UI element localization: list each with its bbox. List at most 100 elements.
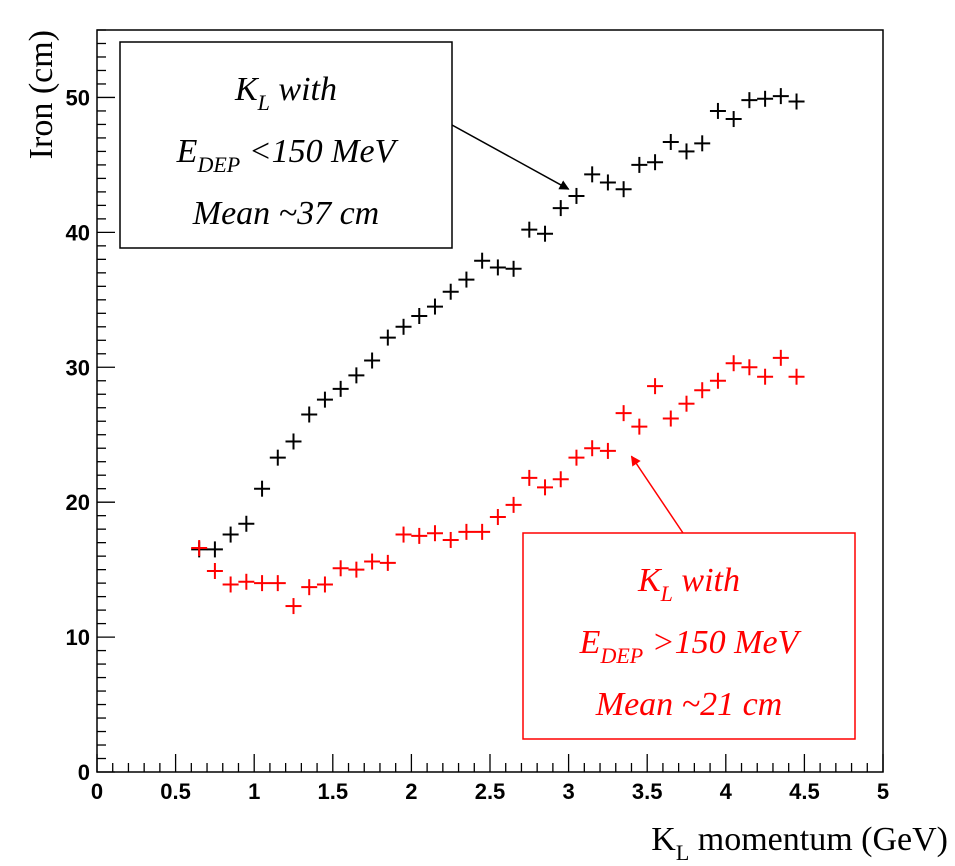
y-tick-label: 30	[66, 355, 90, 380]
y-tick-label: 20	[66, 490, 90, 515]
data-point	[426, 525, 443, 542]
data-point	[238, 515, 255, 532]
data-point	[615, 181, 632, 198]
data-point	[458, 523, 475, 540]
data-point	[741, 359, 758, 376]
data-point	[757, 90, 774, 107]
data-point	[379, 554, 396, 571]
data-point	[772, 88, 789, 105]
data-point	[348, 367, 365, 384]
data-point	[599, 174, 616, 191]
data-point	[725, 355, 742, 372]
data-point	[788, 368, 805, 385]
data-point	[741, 92, 758, 109]
data-point	[222, 526, 239, 543]
data-point	[788, 93, 805, 110]
annotation-box-high-energy	[522, 532, 856, 740]
data-point	[364, 553, 381, 570]
data-point	[222, 576, 239, 593]
x-tick-label: 0	[91, 779, 103, 804]
data-point	[615, 405, 632, 422]
x-tick-label: 1.5	[318, 779, 349, 804]
data-point	[568, 187, 585, 204]
x-tick-label: 0.5	[160, 779, 191, 804]
data-point	[442, 531, 459, 548]
data-point	[348, 561, 365, 578]
x-tick-label: 4	[720, 779, 733, 804]
data-point	[411, 527, 428, 544]
x-tick-label: 2.5	[475, 779, 506, 804]
data-point	[584, 440, 601, 457]
data-point	[505, 260, 522, 277]
data-point	[489, 259, 506, 276]
data-point	[458, 271, 475, 288]
y-tick-label: 40	[66, 220, 90, 245]
data-point	[584, 166, 601, 183]
annotation-arrow-low-energy	[451, 124, 570, 190]
x-tick-labels: 0 0.5 1 1.5 2 2.5 3 3.5 4 4.5 5	[91, 779, 889, 804]
data-point	[285, 598, 302, 615]
x-axis-title: KL momentum (GeV)	[651, 821, 948, 865]
data-point	[206, 541, 223, 558]
x-tick-label: 1	[248, 779, 260, 804]
data-point	[442, 283, 459, 300]
data-point	[568, 449, 585, 466]
data-point	[332, 560, 349, 577]
data-point	[206, 562, 223, 579]
data-point	[411, 308, 428, 325]
x-tick-label: 5	[877, 779, 889, 804]
axis-ticks	[96, 29, 884, 773]
data-point	[678, 143, 695, 160]
series-1	[191, 349, 805, 615]
data-point	[254, 575, 271, 592]
data-point	[254, 480, 271, 497]
data-point	[678, 395, 695, 412]
data-point	[364, 352, 381, 369]
y-axis-title: Iron (cm)	[23, 30, 60, 159]
data-point	[379, 329, 396, 346]
data-point	[191, 540, 208, 557]
annotation-line2: EDEP >150 MeV	[579, 624, 803, 668]
x-tick-label: 4.5	[789, 779, 820, 804]
annotation-line1: KL with	[234, 71, 337, 115]
data-point	[316, 391, 333, 408]
data-point	[537, 479, 554, 496]
data-point	[395, 526, 412, 543]
data-point	[489, 509, 506, 526]
data-point	[631, 418, 648, 435]
data-point	[505, 496, 522, 513]
data-point	[647, 154, 664, 171]
data-point	[238, 573, 255, 590]
annotation-low-energy: KL with EDEP <150 MeV Mean ~37 cm	[119, 41, 570, 249]
data-point	[709, 102, 726, 119]
data-point	[694, 135, 711, 152]
annotation-line3: Mean ~37 cm	[192, 195, 379, 232]
x-tick-label: 3.5	[632, 779, 663, 804]
data-point	[647, 378, 664, 395]
data-point	[285, 433, 302, 450]
annotation-line2: EDEP <150 MeV	[176, 133, 400, 177]
annotation-line1: KL with	[637, 562, 740, 606]
data-point	[537, 225, 554, 242]
data-point	[301, 579, 318, 596]
x-tick-label: 2	[405, 779, 417, 804]
data-point	[426, 298, 443, 315]
data-point	[662, 133, 679, 150]
series-0	[191, 88, 805, 558]
data-point	[474, 523, 491, 540]
data-point	[269, 575, 286, 592]
data-point	[301, 406, 318, 423]
y-tick-label: 10	[66, 625, 90, 650]
data-point	[709, 372, 726, 389]
data-point	[662, 410, 679, 427]
data-point	[599, 442, 616, 459]
annotation-arrow-high-energy	[630, 455, 684, 534]
data-point	[772, 349, 789, 366]
annotation-high-energy: KL with EDEP >150 MeV Mean ~21 cm	[522, 455, 856, 740]
annotation-line3: Mean ~21 cm	[595, 686, 782, 723]
data-point	[757, 368, 774, 385]
plot-frame	[96, 29, 884, 773]
data-point	[552, 471, 569, 488]
data-point	[725, 111, 742, 128]
data-point	[631, 156, 648, 173]
